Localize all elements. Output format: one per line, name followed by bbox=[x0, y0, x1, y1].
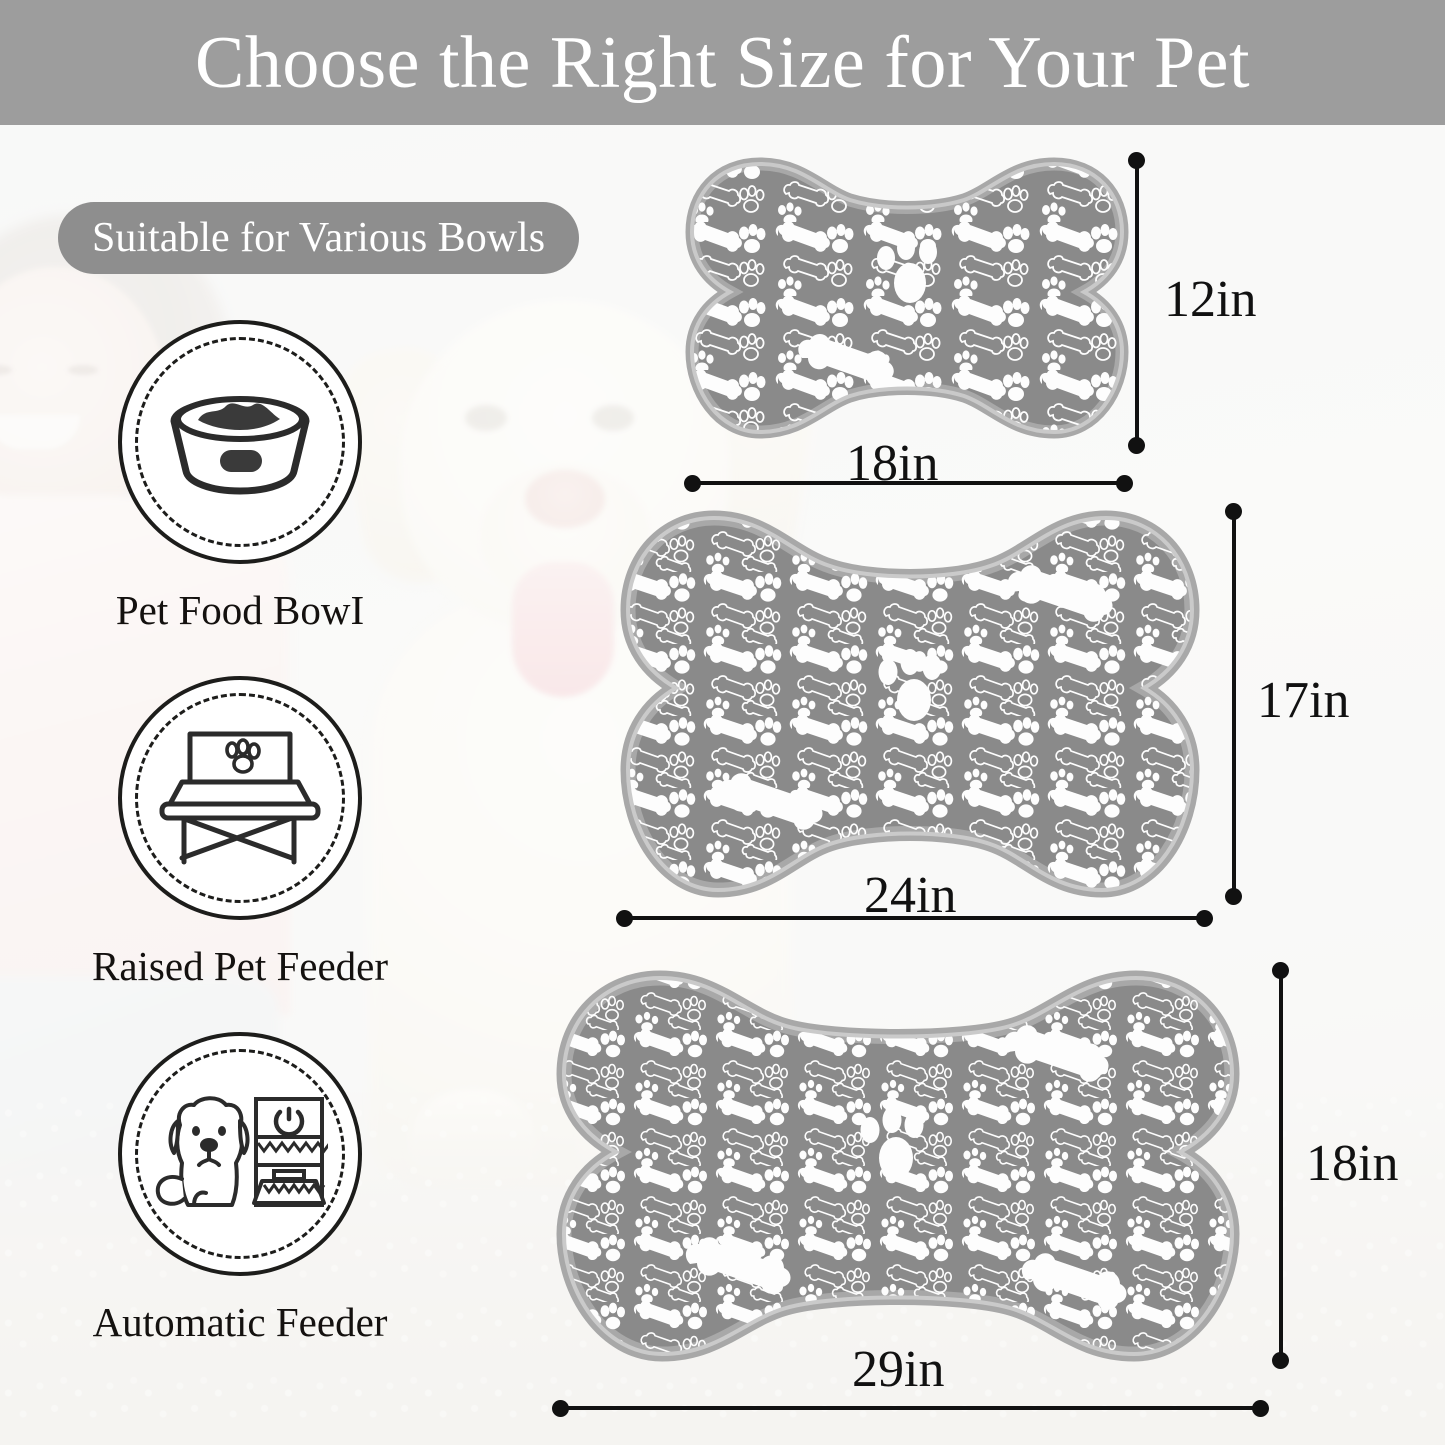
large-mat-height-dimension: 18in bbox=[1272, 962, 1442, 1369]
badge-label: Suitable for Various Bowls bbox=[92, 215, 546, 261]
dim-label-width: 24in bbox=[864, 867, 957, 924]
feature-label: Automatic Feeder bbox=[92, 1299, 388, 1345]
dim-label-height: 17in bbox=[1257, 672, 1350, 729]
dim-label-height: 18in bbox=[1306, 1135, 1399, 1192]
feature-icon-circle bbox=[118, 320, 362, 564]
dim-endpoint-dot bbox=[1196, 910, 1213, 927]
large-mat-width-dimension: 29in bbox=[552, 1341, 1272, 1418]
feature-list: Pet Food BowI bbox=[0, 320, 500, 1388]
raised-pet-feeder-icon bbox=[154, 726, 326, 871]
header-bar: Choose the Right Size for Your Pet bbox=[0, 0, 1445, 125]
dim-line bbox=[1232, 511, 1236, 896]
dim-line bbox=[624, 916, 1204, 920]
dim-line bbox=[560, 1406, 1260, 1410]
dim-endpoint-dot bbox=[1116, 475, 1133, 492]
medium-mat-width-dimension: 24in bbox=[616, 867, 1216, 930]
medium-mat-height-dimension: 17in bbox=[1225, 503, 1405, 905]
small-mat-height-dimension: 12in bbox=[1128, 152, 1288, 454]
large-mat bbox=[548, 962, 1248, 1372]
feature-automatic-feeder: Automatic Feeder bbox=[0, 1032, 480, 1346]
dim-label-height: 12in bbox=[1164, 271, 1257, 328]
automatic-feeder-icon bbox=[152, 1087, 332, 1222]
dim-endpoint-dot bbox=[1272, 1352, 1289, 1369]
feature-label: Pet Food BowI bbox=[115, 587, 365, 633]
small-mat-width-dimension: 18in bbox=[684, 435, 1134, 500]
pet-food-bowl-icon bbox=[156, 375, 324, 510]
small-mat bbox=[682, 148, 1132, 448]
feature-raised-pet-feeder: Raised Pet Feeder bbox=[0, 676, 480, 990]
dim-line bbox=[1135, 160, 1139, 445]
dim-label-width: 29in bbox=[852, 1341, 945, 1398]
feature-icon-circle bbox=[118, 1032, 362, 1276]
dim-endpoint-dot bbox=[1225, 888, 1242, 905]
dim-endpoint-dot bbox=[1252, 1400, 1269, 1417]
feature-label: Raised Pet Feeder bbox=[91, 943, 389, 989]
dim-line bbox=[1279, 970, 1283, 1360]
suitable-for-bowls-badge: Suitable for Various Bowls bbox=[58, 202, 580, 274]
page-title: Choose the Right Size for Your Pet bbox=[194, 21, 1251, 104]
medium-mat bbox=[614, 500, 1206, 908]
dim-endpoint-dot bbox=[1128, 437, 1145, 454]
feature-icon-circle bbox=[118, 676, 362, 920]
feature-pet-food-bowl: Pet Food BowI bbox=[0, 320, 480, 634]
dim-line bbox=[692, 481, 1124, 485]
